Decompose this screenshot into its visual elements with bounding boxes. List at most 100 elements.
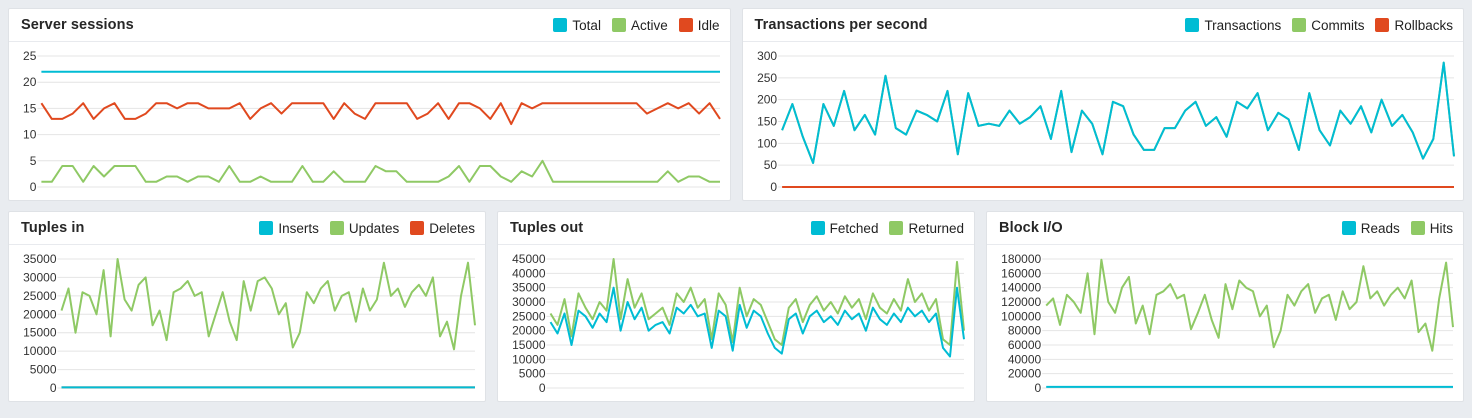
legend-item-reads: Reads	[1341, 220, 1400, 236]
y-axis-tick-label: 150	[757, 115, 777, 129]
legend-label: Rollbacks	[1394, 17, 1453, 33]
legend-swatch-icon	[1341, 221, 1356, 235]
y-axis-tick-label: 25000	[23, 289, 57, 303]
series-line-transactions	[780, 61, 1455, 164]
y-axis-tick-label: 25000	[512, 309, 546, 323]
panel-header: Server sessions Total Active Idle	[9, 9, 730, 42]
y-axis-tick-label: 30000	[512, 295, 546, 309]
y-axis-tick-label: 20000	[23, 307, 57, 321]
legend-item-active: Active	[611, 17, 668, 33]
y-axis-tick-label: 0	[30, 180, 37, 194]
panel-tuples-out: Tuples out Fetched Returned 0 5000 10000 150…	[497, 211, 975, 402]
legend-swatch-icon	[678, 18, 693, 32]
chart-canvas: 0200004000060000800001000001200001400001…	[1001, 252, 1454, 395]
legend-item-fetched: Fetched	[810, 220, 879, 236]
legend-label: Fetched	[829, 220, 879, 236]
panel-block-io: Block I/O Reads Hits 0 20000 40000 60000 8000…	[986, 211, 1464, 402]
dashboard-bottom-row: Tuples in Inserts Updates Deletes 0 5000 100…	[8, 211, 1464, 402]
y-axis-tick-label: 180000	[1001, 252, 1041, 266]
line-chart-transactions-per-second: 0 50 100 150 200 250 300	[743, 42, 1464, 200]
panel-header: Tuples out Fetched Returned	[498, 212, 974, 245]
y-axis-tick-label: 100000	[1001, 309, 1041, 323]
panel-title: Tuples out	[510, 220, 584, 236]
legend-item-inserts: Inserts	[259, 221, 319, 236]
legend-swatch-icon	[329, 221, 344, 235]
panel-tuples-in: Tuples in Inserts Updates Deletes 0 5000 100…	[8, 211, 486, 402]
series-line-hits	[1045, 258, 1454, 352]
y-axis-tick-label: 50	[763, 158, 777, 172]
y-axis-tick-label: 10000	[23, 344, 57, 358]
legend-item-rollbacks: Rollbacks	[1375, 18, 1453, 33]
chart-canvas: 0500010000150002000025000300003500040000…	[512, 252, 965, 395]
legend-swatch-icon	[1375, 18, 1390, 32]
y-axis-tick-label: 20000	[1008, 367, 1042, 381]
y-axis-tick-label: 20000	[512, 324, 546, 338]
y-axis-tick-label: 0	[770, 180, 777, 194]
legend-label: Reads	[1360, 220, 1400, 236]
legend-swatch-icon	[611, 18, 626, 32]
legend-label: Transactions	[1204, 17, 1282, 33]
legend-label: Hits	[1429, 220, 1453, 236]
legend-label: Returned	[908, 220, 964, 236]
y-axis-tick-label: 20	[23, 75, 37, 89]
legend: Fetched Returned	[810, 220, 964, 236]
y-axis-tick-label: 45000	[512, 252, 546, 266]
y-axis-tick-label: 300	[757, 49, 777, 63]
legend-swatch-icon	[410, 221, 425, 235]
y-axis-tick-label: 40000	[512, 266, 546, 280]
series-line-updates	[60, 258, 476, 351]
series-line-idle	[40, 102, 721, 126]
y-axis-tick-label: 80000	[1008, 324, 1042, 338]
y-axis-tick-label: 120000	[1001, 295, 1041, 309]
legend-label: Deletes	[429, 220, 475, 236]
panel-title: Server sessions	[21, 17, 134, 33]
panel-title: Tuples in	[21, 220, 85, 236]
line-chart-block-io: 0 20000 40000 60000 80000 100000 120000 140000 1…	[987, 245, 1463, 401]
legend-swatch-icon	[259, 221, 274, 235]
series-line-returned	[549, 258, 965, 346]
y-axis-tick-label: 25	[23, 49, 37, 63]
legend-label: Active	[630, 17, 668, 33]
legend-label: Idle	[697, 17, 720, 33]
panel-header: Block I/O Reads Hits	[987, 212, 1463, 245]
legend-item-transactions: Transactions	[1185, 18, 1281, 33]
chart-canvas: 0 50 100 150 200 250 300	[757, 49, 1455, 194]
legend-label: Updates	[348, 220, 400, 236]
legend-item-hits: Hits	[1410, 220, 1453, 236]
y-axis-tick-label: 160000	[1001, 266, 1041, 280]
y-axis-tick-label: 15	[23, 101, 37, 115]
panel-title: Block I/O	[999, 220, 1063, 236]
y-axis-tick-label: 10000	[512, 352, 546, 366]
y-axis-tick-label: 15000	[512, 338, 546, 352]
y-axis-tick-label: 15000	[23, 326, 57, 340]
line-chart-tuples-in: 0 5000 10000 15000 20000 25000 30000 35000	[9, 245, 485, 401]
y-axis-tick-label: 5	[30, 154, 37, 168]
chart-canvas: 0 5 10 15 20 25	[23, 49, 721, 194]
y-axis-tick-label: 60000	[1008, 338, 1042, 352]
legend-item-deletes: Deletes	[410, 221, 475, 236]
legend-item-returned: Returned	[889, 221, 964, 236]
legend-label: Commits	[1311, 17, 1365, 33]
legend-item-total: Total	[553, 18, 601, 33]
line-chart-tuples-out: 0 5000 10000 15000 20000 25000 30000 35000 40000…	[498, 245, 974, 401]
legend-swatch-icon	[1410, 221, 1425, 235]
legend: Total Active Idle	[553, 17, 720, 33]
legend-swatch-icon	[889, 221, 904, 235]
y-axis-tick-label: 0	[50, 381, 57, 395]
legend: Transactions Commits Rollbacks	[1185, 18, 1453, 33]
legend-item-commits: Commits	[1292, 18, 1364, 33]
dashboard-top-row: Server sessions Total Active Idle 0 5 10 15 20…	[8, 8, 1464, 201]
panel-header: Tuples in Inserts Updates Deletes	[9, 212, 485, 245]
y-axis-tick-label: 40000	[1008, 352, 1042, 366]
line-chart-server-sessions: 0 5 10 15 20 25	[9, 42, 730, 200]
legend: Reads Hits	[1341, 220, 1453, 236]
legend-swatch-icon	[1292, 18, 1307, 32]
panel-header: Transactions per second Transactions Comm…	[742, 9, 1463, 42]
panel-title: Transactions per second	[754, 17, 928, 33]
legend: Inserts Updates Deletes	[259, 221, 475, 236]
legend-swatch-icon	[553, 18, 568, 32]
y-axis-tick-label: 200	[757, 93, 777, 107]
legend-item-updates: Updates	[329, 220, 400, 236]
y-axis-tick-label: 10	[23, 128, 37, 142]
legend-swatch-icon	[1185, 18, 1200, 32]
